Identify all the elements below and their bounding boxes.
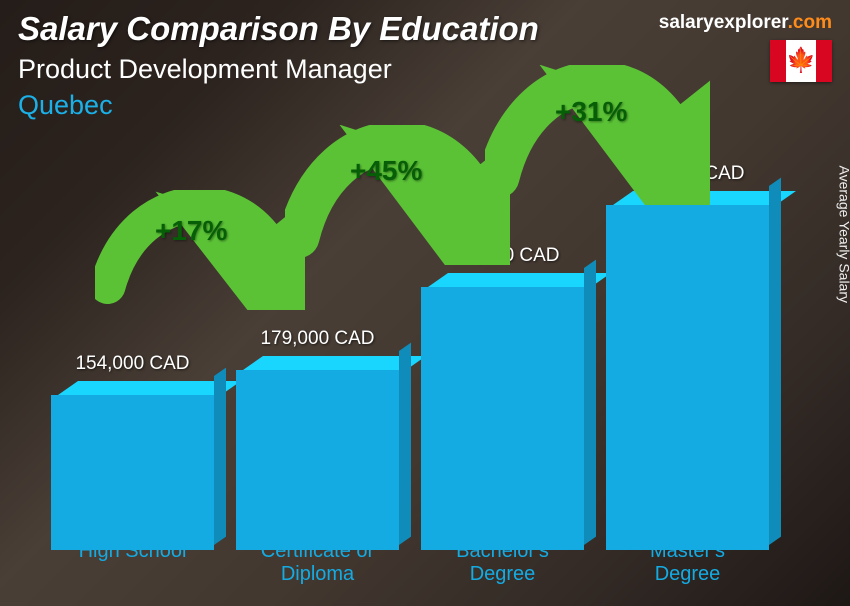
bar-value-label: 343,000 CAD xyxy=(630,163,744,185)
flag-band-right xyxy=(816,40,832,82)
region-label: Quebec xyxy=(18,90,113,121)
bars-container: 154,000 CAD 179,000 CAD 261,000 CAD 343,… xyxy=(40,130,780,536)
bar-side-face xyxy=(399,343,411,545)
content-root: Salary Comparison By Education Product D… xyxy=(0,0,850,606)
bar-front-face xyxy=(421,287,584,550)
x-axis-label: Bachelor's Degree xyxy=(421,540,584,586)
bar-front-face xyxy=(236,370,399,550)
bar-side-face xyxy=(769,178,781,545)
increase-percent-label: +45% xyxy=(350,155,422,187)
bar-group: 154,000 CAD xyxy=(51,353,214,536)
x-labels-container: High School Certificate or Diploma Bachelo… xyxy=(40,540,780,586)
bar xyxy=(236,356,399,536)
x-axis-label: Master's Degree xyxy=(606,540,769,586)
bar-side-face xyxy=(214,368,226,545)
bar-front-face xyxy=(606,205,769,550)
job-title: Product Development Manager xyxy=(18,54,392,85)
bar-group: 179,000 CAD xyxy=(236,328,399,536)
bar xyxy=(606,191,769,536)
flag-canada: 🍁 xyxy=(770,40,832,82)
x-axis-label: Certificate or Diploma xyxy=(236,540,399,586)
bar-value-label: 154,000 CAD xyxy=(75,353,189,375)
bar-side-face xyxy=(584,260,596,545)
increase-percent-label: +17% xyxy=(155,215,227,247)
bar-group: 343,000 CAD xyxy=(606,163,769,536)
bar xyxy=(421,273,584,536)
bar-value-label: 261,000 CAD xyxy=(445,245,559,267)
bar-front-face xyxy=(51,395,214,550)
bar-group: 261,000 CAD xyxy=(421,245,584,536)
flag-band-left xyxy=(770,40,786,82)
y-axis-label: Average Yearly Salary xyxy=(836,166,850,304)
bar-chart: 154,000 CAD 179,000 CAD 261,000 CAD 343,… xyxy=(40,130,780,586)
bar xyxy=(51,381,214,536)
flag-center: 🍁 xyxy=(786,40,816,82)
increase-percent-label: +31% xyxy=(555,96,627,128)
page-title: Salary Comparison By Education xyxy=(18,10,539,48)
x-axis-label: High School xyxy=(51,540,214,586)
brand-main: salaryexplorer xyxy=(659,12,788,33)
maple-leaf-icon: 🍁 xyxy=(786,49,816,73)
bar-value-label: 179,000 CAD xyxy=(260,328,374,350)
brand-logo: salaryexplorer.com xyxy=(659,12,832,34)
brand-suffix: .com xyxy=(788,12,832,33)
